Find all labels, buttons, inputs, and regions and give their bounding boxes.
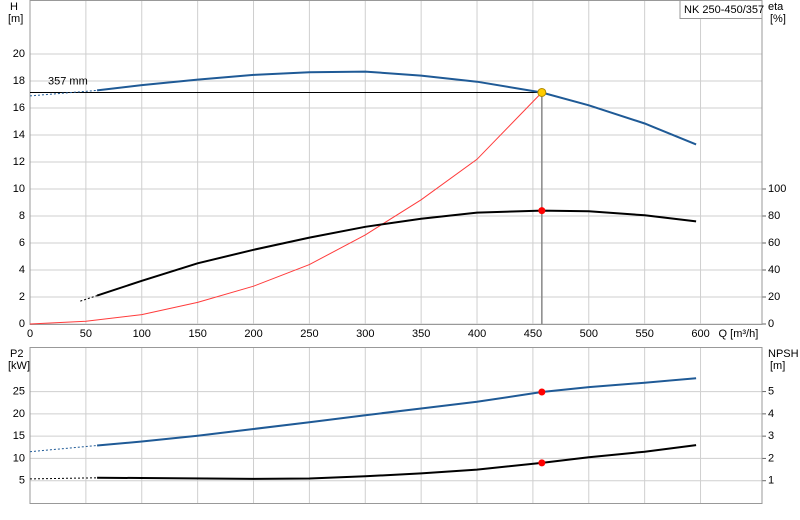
curve-extension [80, 295, 98, 302]
x-tick-label: 0 [27, 328, 33, 340]
curve [96, 209, 697, 297]
y-tick-label: 2 [19, 291, 25, 303]
y2-tick-label: 100 [768, 183, 786, 195]
x-tick-label: 450 [524, 328, 542, 340]
duty-point [538, 207, 546, 215]
y2-tick-label: 0 [768, 318, 774, 330]
operating-point [537, 87, 547, 97]
y2-tick-label: 20 [768, 291, 780, 303]
y-tick-label: 8 [19, 210, 25, 222]
y-axis-label: H [10, 1, 18, 13]
y-tick-label: 10 [13, 183, 25, 195]
y-tick-label: 0 [19, 318, 25, 330]
curve-extension [29, 477, 98, 480]
curve [97, 377, 697, 447]
title-box [679, 0, 763, 19]
y2-axis-label: eta [768, 1, 784, 13]
y-tick-label: 4 [19, 264, 25, 276]
x-tick-label: 50 [80, 328, 92, 340]
y2-axis-unit: [%] [770, 13, 786, 25]
x-tick-label: 150 [188, 328, 206, 340]
annotation: 357 mm [48, 75, 88, 87]
y-tick-label: 10 [13, 452, 25, 464]
curve-extension [29, 445, 98, 453]
plot-frame [29, 347, 763, 504]
x-tick-label: 300 [356, 328, 374, 340]
y-tick-label: 20 [13, 48, 25, 60]
y-tick-label: 18 [13, 75, 25, 87]
x-tick-label: 550 [635, 328, 653, 340]
y-tick-label: 25 [13, 385, 25, 397]
chart-title: NK 250-450/357 [684, 4, 764, 16]
y2-tick-label: 3 [768, 430, 774, 442]
y-tick-label: 12 [13, 156, 25, 168]
y-tick-label: 14 [13, 129, 25, 141]
y-tick-label: 15 [13, 430, 25, 442]
y-tick-label: 6 [19, 237, 25, 249]
duty-point [538, 388, 546, 396]
y2-tick-label: 80 [768, 210, 780, 222]
y2-tick-label: 1 [768, 475, 774, 487]
y-axis-label: P2 [10, 348, 23, 360]
curve [97, 444, 697, 480]
x-tick-label: 250 [300, 328, 318, 340]
y-axis-unit: [kW] [8, 360, 30, 372]
y2-tick-label: 40 [768, 264, 780, 276]
y-axis-unit: [m] [8, 13, 23, 25]
curve [96, 70, 697, 146]
x-tick-label: 600 [691, 328, 709, 340]
x-tick-label: 350 [412, 328, 430, 340]
x-axis-label: Q [m³/h] [719, 328, 759, 340]
x-tick-label: 200 [244, 328, 262, 340]
curve-extension [29, 89, 98, 97]
x-tick-label: 500 [580, 328, 598, 340]
y-tick-label: 16 [13, 102, 25, 114]
curve [29, 92, 543, 325]
plot-frame [29, 0, 763, 325]
y2-axis-label: NPSH [768, 348, 799, 360]
y2-tick-label: 4 [768, 408, 774, 420]
x-tick-label: 400 [468, 328, 486, 340]
x-tick-label: 100 [133, 328, 151, 340]
y-tick-label: 20 [13, 408, 25, 420]
y2-axis-unit: [m] [770, 360, 785, 372]
y2-tick-label: 60 [768, 237, 780, 249]
y-tick-label: 5 [19, 475, 25, 487]
y2-tick-label: 2 [768, 452, 774, 464]
y2-tick-label: 5 [768, 385, 774, 397]
duty-point [538, 459, 546, 467]
